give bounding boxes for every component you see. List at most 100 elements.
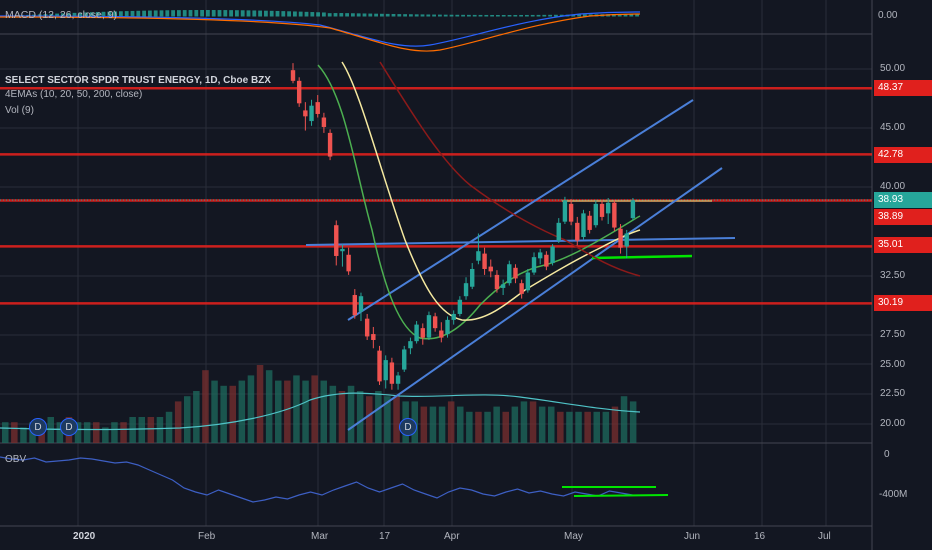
candle-body: [550, 246, 555, 264]
macd-histogram-bar: [449, 14, 454, 17]
volume-bar: [83, 422, 91, 443]
macd-histogram-bar: [49, 13, 54, 17]
time-axis-label: 16: [754, 531, 766, 542]
volume-bar: [229, 385, 236, 443]
volume-bar: [584, 411, 591, 443]
channel-upper-line: [347, 99, 694, 321]
macd-histogram-bar: [455, 14, 460, 17]
macd-label[interactable]: MACD (12, 26, close, 9): [5, 9, 118, 21]
volume-bar: [120, 422, 127, 443]
price-tag-30-19[interactable]: 30.19: [874, 295, 932, 311]
vol-legend[interactable]: Vol (9): [5, 105, 34, 116]
volume-bar: [420, 406, 428, 443]
macd-histogram-bar: [391, 13, 396, 17]
time-axis-label: Jun: [684, 531, 701, 542]
volume-bar: [111, 422, 118, 443]
candle-body: [402, 349, 407, 370]
macd-histogram-bar: [438, 14, 442, 17]
volume-bar: [484, 411, 491, 443]
macd-histogram-bar: [148, 10, 152, 17]
macd-histogram-bar: [501, 14, 506, 17]
price-tag-42-78[interactable]: 42.78: [874, 147, 932, 163]
trend-channel[interactable]: [305, 99, 736, 431]
volume-bar: [375, 391, 382, 443]
macd-histogram-bar: [356, 13, 361, 17]
candle-body: [605, 202, 611, 214]
dividend-marker-icon[interactable]: D: [399, 418, 417, 436]
volume-bar: [284, 380, 291, 443]
macd-histogram-bar: [385, 13, 390, 17]
macd-histogram-bar: [124, 11, 129, 17]
volume-bar: [238, 380, 246, 443]
candle-body: [358, 296, 364, 312]
macd-histogram-bar: [490, 14, 494, 17]
volume-bar: [247, 375, 255, 443]
macd-histogram-bar: [368, 13, 373, 17]
macd-histogram-bar: [629, 13, 634, 17]
macd-histogram-bar: [95, 11, 100, 17]
ema-legend[interactable]: 4EMAs (10, 20, 50, 200, close): [5, 89, 143, 100]
candle-body: [618, 228, 623, 248]
candle-body: [364, 318, 370, 337]
price-tag-value: 42.78: [878, 149, 904, 160]
symbol-title[interactable]: SELECT SECTOR SPDR TRUST ENERGY, 1D, Cbo…: [5, 75, 271, 86]
macd-histogram-bar: [403, 14, 407, 17]
time-axis-label: May: [564, 531, 583, 542]
candle-body: [346, 254, 351, 272]
time-axis-label: Apr: [444, 531, 460, 542]
horizontal-levels[interactable]: [0, 87, 872, 305]
macd-histogram-bar: [351, 13, 355, 17]
volume-bar: [475, 411, 482, 443]
price-tag-38-93[interactable]: 38.93: [874, 192, 932, 208]
volume-bar: [211, 380, 218, 443]
time-axis-label: Feb: [198, 531, 216, 542]
price-tag-value: 38.93: [878, 194, 904, 205]
macd-histogram-bar: [304, 11, 309, 17]
macd-histogram-bar: [72, 12, 77, 17]
macd-histogram-bar: [246, 10, 251, 17]
volume-bar: [102, 427, 109, 443]
macd-histogram-bar: [293, 11, 297, 17]
candle-body: [525, 272, 531, 291]
macd-histogram-bar: [235, 10, 239, 17]
candle-body: [556, 222, 561, 241]
macd-histogram-bar: [217, 10, 222, 17]
candle-body: [630, 200, 636, 219]
candle-body: [352, 295, 357, 316]
price-axis-label: 20.00: [880, 418, 906, 429]
macd-histogram-bar: [188, 10, 193, 17]
volume-bar: [629, 401, 637, 443]
volume-bar: [602, 411, 610, 443]
macd-histogram-bar: [525, 14, 529, 17]
volume-bar: [557, 411, 564, 443]
macd-histogram-bar: [275, 10, 280, 17]
candle-body: [408, 341, 413, 349]
macd-histogram-bar: [327, 13, 332, 17]
volume-bar: [447, 401, 455, 443]
price-tag-35-01[interactable]: 35.01: [874, 237, 932, 253]
macd-histogram-bar: [264, 10, 268, 17]
obv-legend[interactable]: OBV: [5, 454, 27, 465]
time-axis-label: 17: [379, 531, 391, 542]
volume-bar: [184, 396, 191, 443]
macd-histogram-bar: [530, 14, 535, 17]
macd-histogram-bar: [171, 10, 175, 17]
candle-body: [476, 251, 481, 261]
macd-histogram-bar: [211, 10, 216, 17]
volume-bar: [611, 406, 619, 443]
macd-histogram-bar: [200, 10, 204, 17]
price-tag-48-37[interactable]: 48.37: [874, 80, 932, 96]
macd-histogram-bar: [229, 10, 233, 17]
volume-bar: [575, 411, 582, 443]
candle-body: [544, 254, 549, 267]
obv-axis-label: -400M: [879, 489, 908, 500]
dividend-marker-icon[interactable]: D: [60, 418, 78, 436]
volume-bar: [147, 417, 155, 443]
price-tag-38-89[interactable]: 38.89: [874, 209, 932, 225]
macd-histogram-bar: [583, 14, 587, 17]
dividend-marker-icon[interactable]: D: [29, 418, 47, 436]
price-axis-label: 25.00: [880, 359, 906, 370]
macd-histogram-bar: [339, 13, 344, 17]
candle-body: [562, 200, 568, 222]
